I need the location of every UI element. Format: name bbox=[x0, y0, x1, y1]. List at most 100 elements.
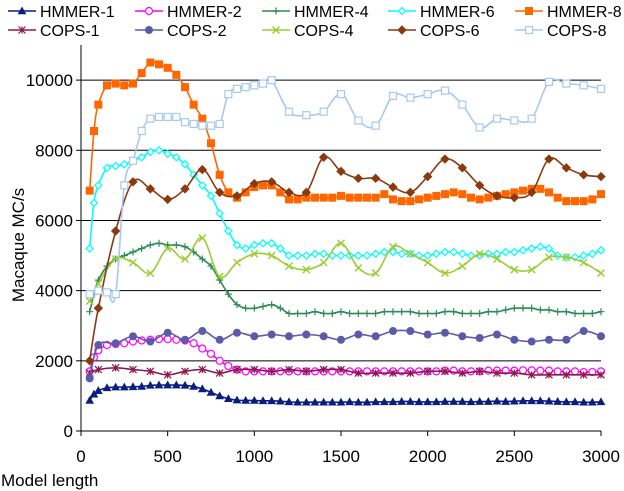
data-point bbox=[137, 69, 146, 78]
data-point bbox=[458, 190, 467, 199]
data-point bbox=[294, 309, 302, 317]
data-point bbox=[198, 234, 207, 242]
legend-item: COPS-8 bbox=[515, 23, 607, 40]
x-tick-label: 1500 bbox=[322, 447, 360, 466]
data-point bbox=[85, 395, 95, 404]
data-point bbox=[319, 365, 328, 374]
data-point bbox=[510, 335, 519, 344]
data-point bbox=[492, 191, 502, 201]
data-point bbox=[267, 396, 277, 405]
data-point bbox=[171, 152, 181, 162]
data-point bbox=[441, 328, 449, 337]
data-point bbox=[483, 249, 493, 259]
data-point bbox=[249, 395, 259, 404]
data-point bbox=[379, 247, 389, 257]
data-point bbox=[389, 326, 397, 335]
data-point bbox=[120, 181, 129, 190]
data-point bbox=[441, 367, 449, 376]
data-point bbox=[484, 193, 493, 202]
data-point bbox=[232, 84, 242, 93]
data-point bbox=[423, 251, 433, 260]
data-point bbox=[578, 170, 589, 180]
data-point bbox=[215, 369, 224, 378]
x-tick-label: 2500 bbox=[495, 447, 533, 466]
data-point bbox=[302, 309, 310, 317]
data-point bbox=[432, 309, 440, 317]
data-point bbox=[215, 391, 225, 400]
data-point bbox=[389, 242, 397, 251]
data-point bbox=[284, 107, 294, 116]
data-point bbox=[319, 249, 329, 259]
data-point bbox=[215, 356, 224, 365]
data-point bbox=[371, 369, 380, 378]
data-point bbox=[119, 159, 129, 169]
data-point bbox=[197, 181, 207, 190]
data-point bbox=[346, 309, 354, 317]
data-point bbox=[259, 302, 267, 310]
data-point bbox=[266, 177, 277, 187]
data-point bbox=[319, 258, 328, 267]
data-point bbox=[223, 394, 233, 403]
data-point bbox=[596, 245, 606, 255]
data-point bbox=[320, 309, 328, 317]
data-point bbox=[337, 308, 345, 316]
data-point bbox=[580, 309, 588, 317]
legend-label: COPS-6 bbox=[420, 23, 480, 40]
data-point bbox=[138, 245, 146, 253]
data-point bbox=[527, 244, 537, 253]
data-point bbox=[458, 332, 467, 341]
data-point bbox=[389, 308, 397, 316]
data-point bbox=[571, 197, 579, 206]
y-tick-label: 6000 bbox=[35, 211, 73, 230]
data-point bbox=[545, 335, 553, 344]
data-point bbox=[198, 114, 207, 123]
data-point bbox=[163, 63, 172, 72]
data-point bbox=[492, 396, 502, 405]
data-point bbox=[250, 304, 258, 312]
data-point bbox=[406, 369, 415, 378]
data-point bbox=[415, 195, 423, 204]
data-point bbox=[232, 240, 242, 250]
data-point bbox=[544, 154, 554, 164]
data-point bbox=[527, 114, 536, 123]
data-point bbox=[84, 356, 95, 366]
data-point bbox=[475, 367, 484, 376]
data-point bbox=[163, 380, 173, 389]
series-group bbox=[84, 58, 606, 406]
x-tick-label: 3000 bbox=[582, 447, 620, 466]
data-point bbox=[501, 396, 511, 405]
data-point bbox=[345, 193, 354, 202]
data-point bbox=[319, 193, 328, 202]
legend-label: HMMER-8 bbox=[547, 4, 622, 21]
data-point bbox=[509, 247, 519, 257]
data-point bbox=[189, 119, 198, 129]
data-point bbox=[440, 247, 450, 257]
data-point bbox=[336, 166, 346, 177]
data-point bbox=[414, 397, 424, 406]
tick-labels: 0 2000 4000 6000 8000 10000 0 500 1000 1500 2000 25… bbox=[26, 71, 620, 466]
data-point bbox=[362, 251, 372, 260]
data-point bbox=[353, 173, 364, 184]
data-point bbox=[597, 332, 605, 341]
data-point bbox=[163, 370, 172, 379]
data-point bbox=[181, 83, 189, 92]
data-point bbox=[562, 308, 570, 316]
data-point bbox=[397, 197, 406, 206]
data-point bbox=[94, 365, 103, 374]
data-point bbox=[111, 290, 120, 299]
data-point bbox=[162, 194, 173, 205]
data-point bbox=[337, 335, 345, 344]
data-point bbox=[354, 309, 362, 317]
data-point bbox=[501, 247, 511, 257]
data-point bbox=[94, 341, 103, 350]
legend-swatch-marker bbox=[525, 7, 533, 15]
data-point bbox=[197, 164, 208, 175]
data-point bbox=[129, 248, 137, 256]
data-point bbox=[146, 114, 155, 123]
data-point bbox=[380, 190, 389, 199]
data-point bbox=[267, 330, 276, 339]
data-point bbox=[440, 396, 450, 405]
data-point bbox=[102, 288, 112, 297]
data-point bbox=[536, 184, 545, 193]
